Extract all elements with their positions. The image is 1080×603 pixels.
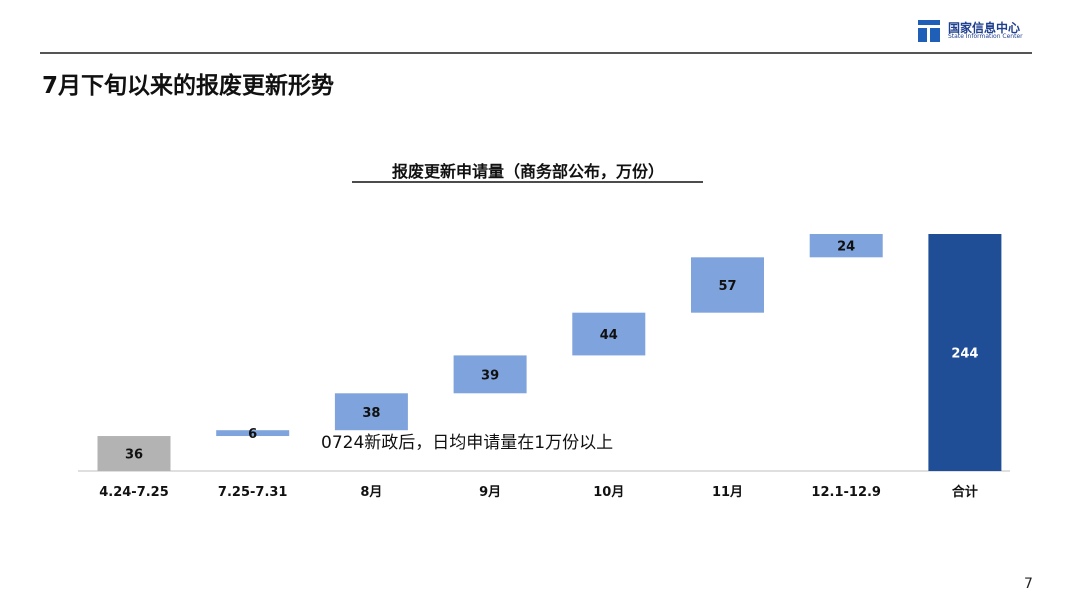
x-tick-label: 11月 (712, 485, 743, 500)
data-label: 44 (600, 328, 618, 343)
data-label: 39 (481, 368, 499, 383)
bar-increment (572, 312, 646, 356)
page-title: 7月下旬以来的报废更新形势 (42, 73, 335, 99)
bar-increment (453, 355, 527, 394)
bar-increment (334, 393, 408, 431)
bar-initial (97, 436, 171, 471)
x-tick-label: 10月 (593, 485, 624, 500)
x-tick-label: 9月 (479, 485, 501, 500)
bar-total (928, 234, 1002, 471)
logo: 国家信息中心 State Information Center (918, 18, 1038, 44)
x-tick-label: 7.25-7.31 (218, 485, 288, 500)
data-label: 244 (951, 347, 978, 362)
data-label: 38 (362, 406, 380, 421)
bar-increment (216, 430, 290, 437)
chart-annotation: 0724新政后，日均申请量在1万份以上 (321, 433, 613, 453)
header-divider (40, 52, 1032, 54)
x-tick-label: 合计 (952, 484, 978, 500)
data-label: 36 (125, 448, 143, 463)
data-label: 6 (248, 427, 257, 442)
x-tick-label: 4.24-7.25 (99, 485, 169, 500)
x-tick-label: 8月 (360, 485, 382, 500)
bar-increment (809, 234, 883, 258)
data-label: 24 (837, 240, 855, 255)
data-label: 57 (718, 279, 736, 294)
logo-text-cn: 国家信息中心 (948, 21, 1021, 35)
state-information-center-logo-icon (918, 20, 940, 42)
chart-title: 报废更新申请量（商务部公布，万份） (392, 162, 664, 181)
x-tick-label: 12.1-12.9 (811, 485, 881, 500)
page-number: 7 (1024, 576, 1033, 592)
logo-text-en: State Information Center (948, 33, 1023, 40)
bar-increment (691, 257, 764, 313)
